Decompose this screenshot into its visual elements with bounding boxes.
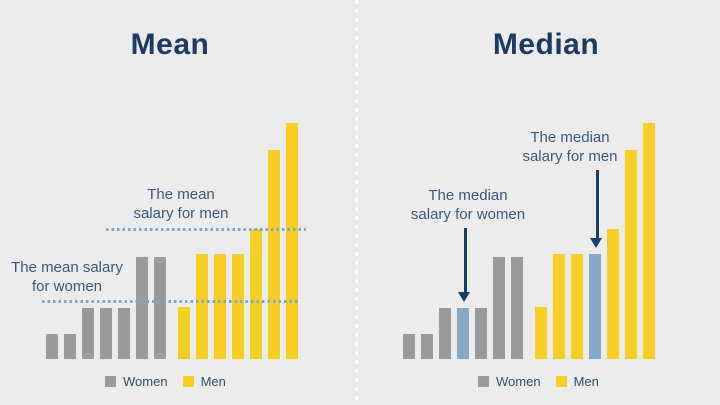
bar-women-4 xyxy=(100,308,112,359)
annotation-line: salary for women xyxy=(410,206,526,223)
mean-dotted-line-men xyxy=(106,228,306,231)
legend-label-women: Women xyxy=(123,374,168,389)
annotation-line: The median xyxy=(530,129,610,146)
median-bar-women-4 xyxy=(457,308,469,359)
bar-women-3 xyxy=(439,308,451,359)
panel-title-mean: Mean xyxy=(130,28,210,61)
bar-women-6 xyxy=(493,257,505,359)
panel-divider xyxy=(355,0,358,405)
legend-mean: Women Men xyxy=(105,374,226,389)
annotation-line: The mean xyxy=(147,186,215,203)
arrow-head-women xyxy=(458,292,470,302)
arrow-to-median-women xyxy=(464,228,467,292)
legend-swatch-women xyxy=(478,376,489,387)
legend-item-men: Men xyxy=(182,374,226,389)
bar-men-7 xyxy=(643,123,655,359)
bar-women-5 xyxy=(475,308,487,359)
mean-dotted-line-women xyxy=(42,300,300,303)
annotation-mean-women: The mean salary for women xyxy=(0,258,142,296)
bar-group-women xyxy=(46,257,166,359)
annotation-median-men: The median salary for men xyxy=(490,128,650,166)
bar-men-1 xyxy=(535,307,547,359)
bar-chart-mean xyxy=(46,123,298,359)
annotation-mean-men: The mean salary for men xyxy=(101,185,261,223)
bar-women-7 xyxy=(511,257,523,359)
bar-chart-median xyxy=(403,123,655,359)
annotation-line: salary for men xyxy=(133,205,229,222)
panel-title-median: Median xyxy=(492,28,600,61)
bar-women-6 xyxy=(136,257,148,359)
bar-women-5 xyxy=(118,308,130,359)
bar-group-men xyxy=(178,123,298,359)
legend-item-women: Women xyxy=(105,374,168,389)
legend-swatch-men xyxy=(182,376,194,387)
bar-men-4 xyxy=(232,254,244,359)
bar-men-6 xyxy=(268,150,280,359)
bar-men-3 xyxy=(571,254,583,359)
bar-men-7 xyxy=(286,123,298,359)
annotation-median-women: The median salary for women xyxy=(388,186,548,224)
legend-item-women: Women xyxy=(478,374,541,389)
bar-men-5 xyxy=(607,229,619,359)
legend-median: Women Men xyxy=(478,374,599,389)
bar-men-2 xyxy=(553,254,565,359)
legend-swatch-women xyxy=(105,376,116,387)
bar-group-women xyxy=(403,257,523,359)
bar-women-7 xyxy=(154,257,166,359)
arrow-head-men xyxy=(590,238,602,248)
bar-women-3 xyxy=(82,308,94,359)
annotation-line: The median xyxy=(428,187,508,204)
annotation-line: salary for men xyxy=(522,148,618,165)
median-bar-men-4 xyxy=(589,254,601,359)
legend-label-men: Men xyxy=(200,374,226,389)
legend-label-women: Women xyxy=(496,374,541,389)
bar-men-1 xyxy=(178,307,190,359)
arrow-to-median-men xyxy=(596,170,599,238)
bar-men-3 xyxy=(214,254,226,359)
bar-women-1 xyxy=(403,334,415,359)
legend-swatch-men xyxy=(555,376,567,387)
legend-item-men: Men xyxy=(555,374,599,389)
bar-men-2 xyxy=(196,254,208,359)
bar-women-1 xyxy=(46,334,58,359)
bar-women-2 xyxy=(421,334,433,359)
annotation-line: for women xyxy=(31,278,103,295)
bar-men-6 xyxy=(625,150,637,359)
bar-men-5 xyxy=(250,229,262,359)
annotation-line: The mean salary xyxy=(11,259,123,276)
bar-group-men xyxy=(535,123,655,359)
legend-label-men: Men xyxy=(573,374,599,389)
bar-women-2 xyxy=(64,334,76,359)
